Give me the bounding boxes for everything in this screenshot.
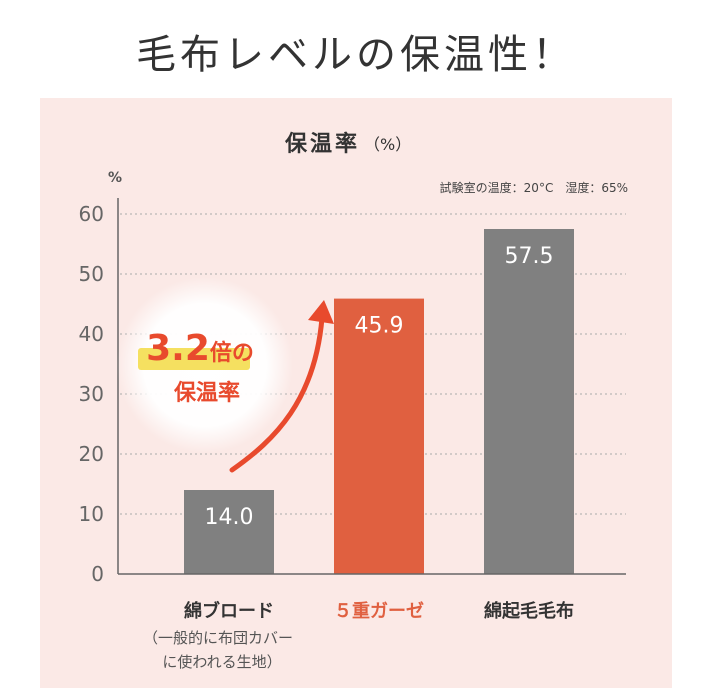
value-label-0: 14.0 <box>205 505 254 530</box>
chart-title-unit: （%） <box>364 135 411 154</box>
y-tick-label-0: 0 <box>91 562 104 586</box>
category-note-line-2: に使われる生地） <box>162 653 281 671</box>
annotation-highlight-marker <box>138 348 250 370</box>
bar-1 <box>334 298 424 574</box>
headline: 毛布レベルの保温性！ <box>136 32 576 78</box>
y-tick-label-4: 40 <box>79 322 104 346</box>
y-axis-ticks: 0 10 20 30 40 50 60 <box>79 202 104 586</box>
annotation-arrow <box>229 315 325 473</box>
value-label-1: 45.9 <box>355 314 404 339</box>
value-label-2: 57.5 <box>505 244 554 269</box>
test-condition: 試験室の温度：20°C 湿度：65% <box>440 180 628 195</box>
y-tick-label-2: 20 <box>79 442 104 466</box>
y-tick-label-6: 60 <box>79 202 104 226</box>
annotation-line-1: 3.2倍の <box>146 328 254 369</box>
annotation-line-2: 保温率 <box>173 380 240 406</box>
y-axis-unit: % <box>108 170 122 186</box>
category-label-2: 綿起毛毛布 <box>484 600 574 622</box>
y-tick-label-5: 50 <box>79 262 104 286</box>
value-labels: 14.0 45.9 57.5 <box>205 244 554 530</box>
bar-0 <box>184 490 274 574</box>
category-labels: 綿ブロード ５重ガーゼ 綿起毛毛布 <box>184 600 574 622</box>
annotation-arrowhead <box>308 300 334 324</box>
chart-title: 保温率 <box>284 131 360 157</box>
bar-2 <box>484 229 574 574</box>
annotation: 3.2倍の 保温率 <box>117 277 334 473</box>
category-note-line-1: （一般的に布団カバー <box>143 629 293 647</box>
bars <box>184 229 574 574</box>
y-tick-label-3: 30 <box>79 382 104 406</box>
category-label-0: 綿ブロード <box>184 600 274 622</box>
category-label-1: ５重ガーゼ <box>334 600 424 622</box>
y-tick-label-1: 10 <box>79 502 104 526</box>
